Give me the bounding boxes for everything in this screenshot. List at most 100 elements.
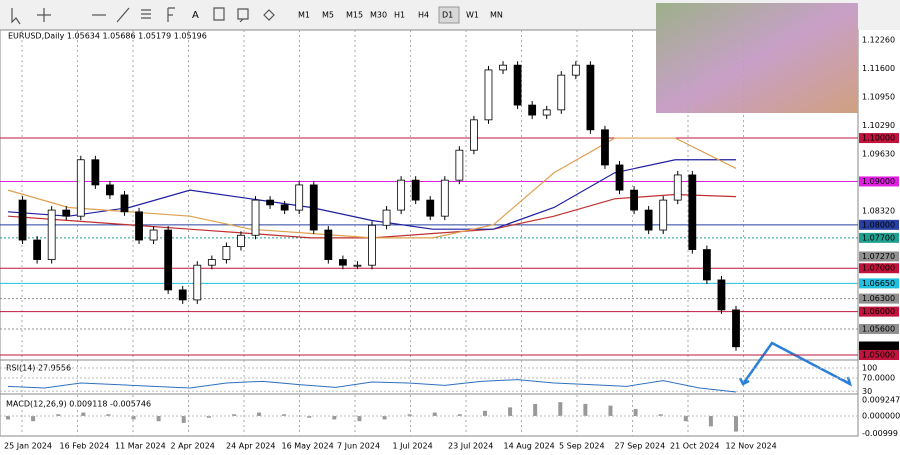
macd-bar	[583, 403, 588, 416]
macd-bar	[257, 412, 262, 416]
toolbar-icons	[11, 7, 275, 25]
level-tag	[859, 293, 899, 304]
macd-bar	[231, 414, 236, 416]
level-label: 1.08000	[862, 220, 895, 229]
candle	[397, 179, 406, 211]
level-label: 1.06300	[862, 294, 895, 303]
macd-bar	[282, 414, 287, 416]
timeframe-button[interactable]: M30	[370, 11, 387, 20]
candle	[149, 229, 158, 241]
candle	[62, 209, 71, 217]
macd-bar	[734, 416, 738, 432]
macd-bar	[156, 416, 161, 422]
candle	[426, 199, 435, 217]
rsi-scale: 100	[862, 364, 877, 373]
level-label: 1.09000	[862, 177, 895, 186]
macd-bar	[332, 416, 337, 420]
macd-bar	[457, 414, 462, 416]
money-image	[656, 3, 858, 113]
macd-bar	[181, 416, 186, 423]
macd-scale: 0.009247	[862, 396, 900, 405]
macd-bar	[407, 414, 412, 416]
macd-scale: 0.000000	[862, 412, 900, 421]
macd-bar	[81, 412, 86, 416]
macd-bar	[432, 412, 437, 416]
date-label: 11 Mar 2024	[115, 442, 166, 451]
candle	[586, 64, 595, 131]
timeframe-button[interactable]: D1	[442, 11, 453, 20]
candle	[237, 234, 245, 247]
chart-header: EURUSD,Daily 1.05634 1.05686 1.05179 1.0…	[8, 32, 207, 41]
level-tag	[859, 251, 899, 262]
candle	[688, 174, 697, 250]
macd-pane	[0, 393, 859, 437]
candle	[601, 129, 609, 166]
candle	[528, 104, 537, 116]
candle	[91, 159, 100, 186]
timeframe-button[interactable]: M15	[346, 11, 363, 20]
date-label: 24 Apr 2024	[226, 442, 275, 451]
timeframe-button[interactable]: W1	[466, 11, 479, 20]
level-label: 1.07270	[862, 252, 895, 261]
candle	[382, 209, 391, 226]
level-tag	[859, 341, 899, 352]
date-label: 12 Nov 2024	[726, 442, 777, 451]
level-tag	[859, 176, 899, 187]
timeframe-button[interactable]: M1	[298, 11, 310, 20]
candle	[353, 264, 362, 267]
candle	[76, 159, 85, 217]
date-label: 27 Sep 2024	[615, 442, 666, 451]
candle	[295, 184, 304, 211]
macd-bar	[708, 416, 713, 427]
timeframe-button[interactable]: MN	[490, 11, 503, 20]
candle	[164, 229, 173, 291]
macd-bar	[131, 416, 136, 420]
macd-bar	[31, 416, 36, 422]
candle	[47, 209, 56, 260]
date-label: 5 Sep 2024	[559, 442, 605, 451]
price-label: 1.11600	[862, 64, 895, 73]
candle	[411, 179, 420, 201]
candle	[455, 149, 464, 181]
macd-scale: -0.00999	[862, 429, 898, 438]
candle	[120, 194, 129, 213]
level-label: 1.07700	[862, 233, 895, 242]
date-label: 16 May 2024	[282, 442, 334, 451]
level-label: 1.06650	[862, 279, 895, 288]
timeframe-button[interactable]: H1	[394, 11, 405, 20]
macd-bar	[6, 416, 10, 420]
candle	[513, 64, 522, 106]
price-label: 1.12260	[862, 36, 895, 45]
candle	[557, 74, 566, 111]
candle	[178, 289, 187, 301]
price-label: 1.08320	[862, 206, 895, 215]
candle	[571, 64, 580, 76]
macd-bar	[558, 402, 563, 416]
level-label: 1.10000	[862, 134, 895, 143]
level-label: 1.05600	[862, 324, 895, 333]
macd-bar	[608, 405, 613, 416]
candle	[717, 279, 726, 311]
timeframe-button[interactable]: M5	[322, 11, 334, 20]
level-tag	[859, 350, 899, 361]
rsi-line	[7, 379, 737, 393]
candle	[251, 199, 260, 236]
rsi-scale: 30	[862, 387, 872, 396]
level-label: 1.06000	[862, 307, 895, 316]
candle	[542, 109, 551, 116]
text-tool[interactable]: A	[192, 10, 199, 21]
date-label: 7 Jun 2024	[337, 442, 380, 451]
date-label: 2 Apr 2024	[171, 442, 215, 451]
date-label: 21 Oct 2024	[670, 442, 719, 451]
candle	[702, 249, 711, 281]
candle	[615, 164, 624, 191]
candle	[644, 209, 653, 231]
candle	[207, 259, 216, 266]
candle	[630, 189, 638, 211]
candle	[673, 174, 682, 201]
level-tag	[859, 278, 899, 289]
active-timeframe	[438, 6, 460, 24]
candle	[222, 246, 231, 260]
timeframe-button[interactable]: H4	[418, 11, 429, 20]
